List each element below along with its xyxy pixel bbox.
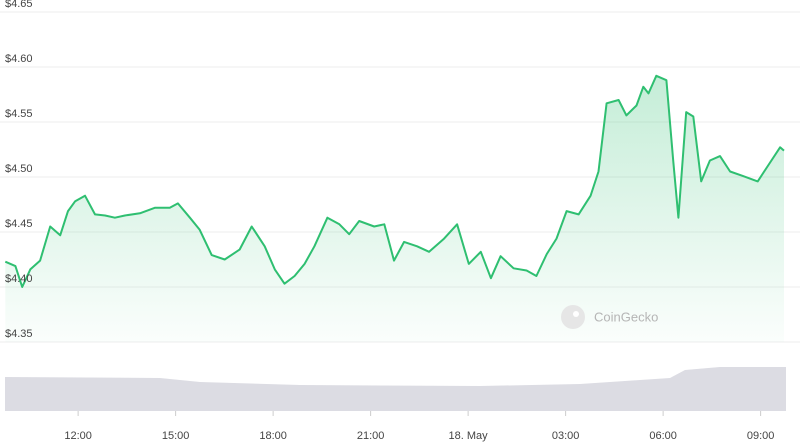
x-tick-label: 18:00 bbox=[259, 430, 287, 442]
watermark-logo-eye bbox=[573, 311, 579, 317]
price-line bbox=[4, 74, 785, 288]
y-tick-label: $4.45 bbox=[5, 218, 33, 230]
x-tick-label: 18. May bbox=[449, 430, 489, 442]
y-tick-label: $4.50 bbox=[5, 163, 33, 175]
watermark-logo bbox=[561, 305, 585, 329]
plot-area bbox=[4, 74, 785, 343]
y-tick-label: $4.40 bbox=[5, 273, 33, 285]
watermark-text: CoinGecko bbox=[594, 309, 658, 324]
watermark: CoinGecko bbox=[561, 305, 658, 329]
x-tick-label: 15:00 bbox=[162, 430, 190, 442]
y-tick-label: $4.60 bbox=[5, 53, 33, 65]
x-tick-label: 12:00 bbox=[64, 430, 92, 442]
volume-band bbox=[5, 367, 786, 411]
x-tick-label: 03:00 bbox=[552, 430, 580, 442]
x-tick-label: 06:00 bbox=[649, 430, 677, 442]
y-tick-label: $4.55 bbox=[5, 108, 33, 120]
y-tick-label: $4.65 bbox=[5, 0, 33, 10]
area-fill bbox=[5, 75, 785, 343]
x-tick-label: 21:00 bbox=[357, 430, 385, 442]
x-tick-label: 09:00 bbox=[747, 430, 775, 442]
y-tick-label: $4.35 bbox=[5, 328, 33, 340]
